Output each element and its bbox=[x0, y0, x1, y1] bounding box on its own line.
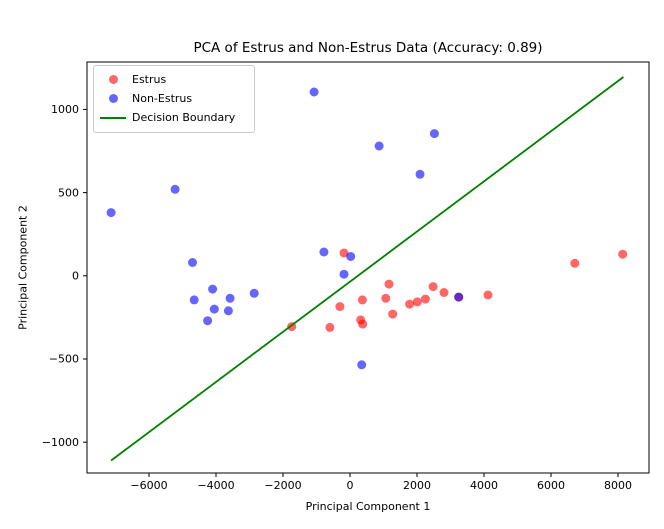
non-estrus-point bbox=[203, 316, 213, 326]
legend-label-estrus: Estrus bbox=[132, 73, 167, 86]
non-estrus-point bbox=[209, 304, 219, 314]
non-estrus-point bbox=[208, 284, 218, 294]
x-tick-label: −6000 bbox=[130, 479, 167, 492]
estrus-point bbox=[439, 288, 449, 297]
estrus-point bbox=[420, 294, 430, 304]
legend: Estrus Non-Estrus Decision Boundary bbox=[93, 65, 255, 133]
non-estrus-point bbox=[429, 129, 439, 139]
decision-boundary-line bbox=[110, 76, 624, 462]
estrus-point bbox=[335, 302, 345, 312]
y-tick-label: 0 bbox=[72, 270, 79, 283]
x-axis-label: Principal Component 1 bbox=[305, 500, 431, 513]
non-estrus-point bbox=[346, 252, 356, 261]
non-estrus-point bbox=[249, 288, 259, 298]
estrus-point bbox=[381, 293, 391, 303]
non-estrus-point bbox=[374, 141, 384, 151]
non-estrus-marker-icon bbox=[108, 94, 118, 103]
non-estrus-point bbox=[223, 306, 233, 316]
estrus-point bbox=[405, 299, 415, 309]
estrus-point bbox=[325, 322, 335, 332]
estrus-point bbox=[570, 258, 580, 268]
y-axis-label: Principal Component 2 bbox=[16, 205, 30, 330]
estrus-point bbox=[384, 279, 394, 289]
legend-label-decision-boundary: Decision Boundary bbox=[132, 111, 236, 124]
x-tick-label: 2000 bbox=[403, 479, 431, 492]
estrus-point bbox=[618, 249, 628, 259]
non-estrus-point bbox=[189, 295, 199, 305]
non-estrus-point bbox=[188, 258, 197, 267]
non-estrus-point bbox=[357, 360, 367, 370]
estrus-point bbox=[388, 309, 398, 319]
y-tick-label: 1000 bbox=[51, 103, 79, 116]
axes-frame bbox=[86, 61, 650, 474]
x-tick-label: 0 bbox=[347, 479, 354, 492]
estrus-point bbox=[339, 248, 349, 258]
x-tick-label: −2000 bbox=[264, 479, 301, 492]
non-estrus-point bbox=[415, 169, 425, 179]
decision-boundary-line-icon bbox=[100, 116, 126, 119]
x-tick-label: 8000 bbox=[604, 479, 632, 492]
estrus-point bbox=[428, 282, 438, 292]
legend-item-estrus: Estrus bbox=[94, 70, 254, 89]
y-tick-label: 500 bbox=[58, 186, 79, 199]
legend-item-decision-boundary: Decision Boundary bbox=[94, 108, 254, 127]
non-estrus-point bbox=[106, 208, 116, 218]
non-estrus-point bbox=[454, 292, 464, 302]
x-tick-label: 4000 bbox=[470, 479, 498, 492]
y-tick-label: −1000 bbox=[42, 436, 79, 449]
estrus-marker-icon bbox=[108, 75, 118, 84]
x-tick-label: −4000 bbox=[197, 479, 234, 492]
x-tick-label: 6000 bbox=[537, 479, 565, 492]
non-estrus-point bbox=[319, 247, 329, 257]
chart-title: PCA of Estrus and Non-Estrus Data (Accur… bbox=[193, 40, 543, 56]
legend-label-non-estrus: Non-Estrus bbox=[132, 92, 193, 105]
non-estrus-point bbox=[339, 269, 349, 279]
legend-item-non-estrus: Non-Estrus bbox=[94, 89, 254, 108]
estrus-point bbox=[412, 297, 422, 307]
non-estrus-point bbox=[309, 87, 319, 97]
estrus-point bbox=[483, 290, 493, 300]
non-estrus-point bbox=[225, 293, 235, 303]
estrus-point bbox=[358, 319, 368, 329]
non-estrus-point bbox=[170, 184, 180, 194]
estrus-point bbox=[357, 295, 367, 305]
y-tick-label: −500 bbox=[49, 353, 79, 366]
